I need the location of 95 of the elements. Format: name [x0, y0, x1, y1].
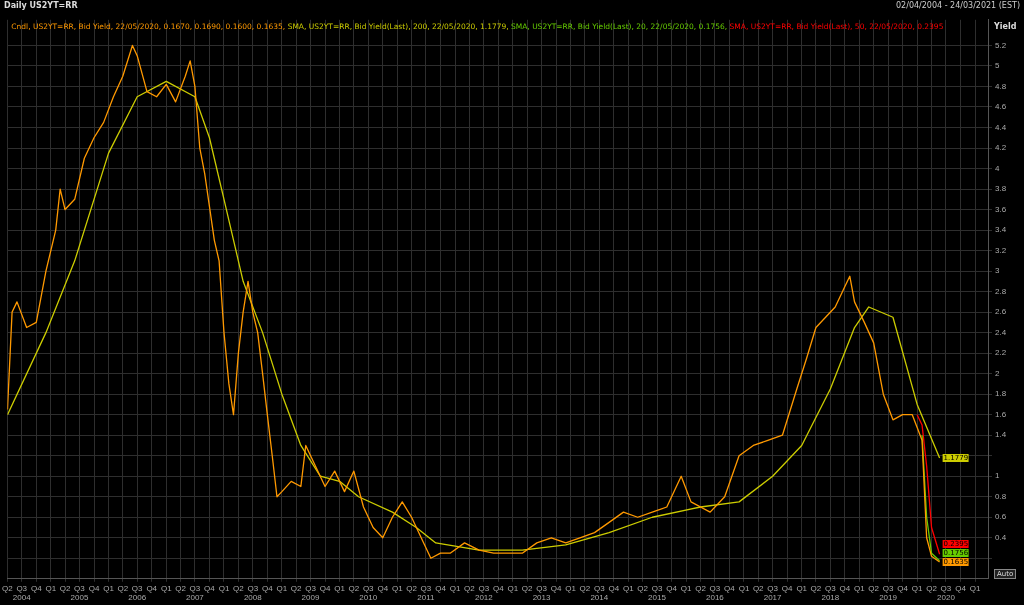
y-tick-label: 5.2 — [995, 40, 1007, 50]
x-tick-label: Q3 2009 — [301, 583, 320, 603]
y-tick-label: 4.8 — [995, 81, 1007, 91]
x-tick-label: Q4 — [435, 583, 447, 593]
y-tick-label: 2.2 — [995, 348, 1007, 358]
x-tick-label: Q4 — [839, 583, 851, 593]
y-tick-label: 1.6 — [995, 409, 1007, 419]
y-tick-label: 2.4 — [995, 327, 1007, 337]
y-tick-label: 0.4 — [995, 532, 1007, 542]
x-tick-label: Q4 — [493, 583, 505, 593]
x-tick-label: Q3 2019 — [879, 583, 898, 603]
x-tick-label: Q4 — [261, 583, 274, 593]
x-tick-label: Q2 — [59, 583, 71, 593]
x-tick-label: Q4 — [319, 583, 331, 593]
x-tick-label: Q4 — [724, 583, 736, 593]
x-tick-label: Q4 — [30, 583, 43, 593]
x-tick-label: Q4 — [204, 583, 216, 593]
chart-title: Daily US2YT=RR — [4, 1, 78, 10]
x-tick-label: Q4 — [550, 583, 562, 593]
y-tick-label: 3.4 — [995, 225, 1007, 235]
y-tick-label: 1.8 — [995, 389, 1007, 399]
x-tick-label: Q3 2011 — [417, 583, 436, 603]
x-tick-label: Q2 — [752, 583, 765, 593]
y-tick-label: 4.4 — [995, 122, 1007, 132]
y-tick-label: 1 — [995, 471, 1000, 481]
x-tick-label: Q4 — [377, 583, 389, 593]
x-tick-label: Q2 — [348, 583, 360, 593]
x-tick-label: Q3 2005 — [70, 583, 89, 603]
x-tick-label: Q2 — [233, 583, 245, 593]
y-axis-title: Yield — [994, 21, 1017, 31]
x-tick-label: Q3 2007 — [186, 583, 205, 603]
x-tick-label: Q3 2012 — [474, 583, 494, 603]
x-tick-label: Q1 — [449, 583, 461, 593]
x-tick-label: Q1 — [738, 583, 750, 593]
x-tick-label: Q1 — [680, 583, 692, 593]
y-tick-label: 3.2 — [995, 245, 1007, 255]
y-tick-label: 2.8 — [995, 286, 1007, 296]
y-tick-label: 3 — [995, 266, 1000, 276]
x-tick-label: Q2 — [175, 583, 187, 593]
y-tick-label: 1.4 — [995, 430, 1007, 440]
x-tick-label: Q2 — [637, 583, 649, 593]
x-tick-label: Q3 2017 — [763, 583, 783, 603]
x-tick-label: Q4 — [88, 583, 100, 593]
x-tick-label: Q2 — [810, 583, 822, 593]
x-tick-label: Q3 2004 — [12, 583, 32, 603]
x-tick-label: Q1 — [969, 583, 981, 593]
y-tick-label: 4.2 — [995, 143, 1007, 153]
x-tick-label: Q1 — [796, 583, 808, 593]
x-tick-label: Q2 — [521, 583, 534, 593]
x-tick-label: Q3 2013 — [532, 583, 551, 603]
x-tick-label: Q4 — [608, 583, 620, 593]
y-tick-label: 3.8 — [995, 184, 1007, 194]
x-tick-label: Q3 2018 — [821, 583, 840, 603]
x-tick-label: Q2 — [868, 583, 880, 593]
x-tick-label: Q2 — [2, 583, 14, 593]
y-tick-label: 2 — [995, 368, 1000, 378]
x-tick-label: Q3 2014 — [590, 583, 609, 603]
x-tick-label: Q1 — [218, 583, 230, 593]
x-tick-label: Q2 — [926, 583, 938, 593]
x-tick-label: Q1 — [45, 583, 57, 593]
x-tick-label: Q2 — [695, 583, 707, 593]
x-tick-label: Q4 — [666, 583, 678, 593]
x-tick-label: Q1 — [854, 583, 866, 593]
x-tick-label: Q3 2015 — [648, 583, 667, 603]
y-tick-label: 5 — [995, 61, 1000, 71]
x-tick-label: Q1 — [160, 583, 173, 593]
x-tick-label: Q1 — [276, 583, 288, 593]
x-tick-label: Q1 — [911, 583, 924, 593]
x-tick-label: Q3 2010 — [359, 583, 378, 603]
y-tick-label: 4.6 — [995, 102, 1007, 112]
x-tick-label: Q3 2016 — [705, 583, 725, 603]
x-tick-label: Q2 — [464, 583, 476, 593]
x-tick-label: Q2 — [406, 583, 418, 593]
x-tick-label: Q4 — [781, 583, 794, 593]
x-tick-label: Q2 — [117, 583, 129, 593]
x-tick-label: Q1 — [334, 583, 346, 593]
y-tick-label: 3.6 — [995, 204, 1007, 214]
y-tick-label: 4 — [995, 163, 1000, 173]
x-tick-label: Q4 — [897, 583, 909, 593]
x-tick-label: Q4 — [955, 583, 967, 593]
x-tick-label: Q3 2020 — [937, 583, 956, 603]
x-tick-label: Q1 — [391, 583, 404, 593]
x-tick-label: Q2 — [579, 583, 591, 593]
y-tick-label: 2.6 — [995, 307, 1007, 317]
x-tick-label: Q1 — [103, 583, 115, 593]
x-tick-label: Q1 — [507, 583, 519, 593]
x-tick-label: Q3 2008 — [243, 583, 263, 603]
x-tick-label: Q1 — [623, 583, 635, 593]
x-tick-label: Q1 — [565, 583, 577, 593]
text: 02/04/2004 - 24/03/2021 (EST) — [896, 1, 1020, 10]
x-tick-label: Q3 2006 — [128, 583, 147, 603]
y-tick-label: 0.6 — [995, 512, 1007, 522]
y-tick-label: 0.8 — [995, 491, 1007, 501]
x-tick-label: Q2 — [290, 583, 302, 593]
x-tick-label: Q4 — [146, 583, 158, 593]
